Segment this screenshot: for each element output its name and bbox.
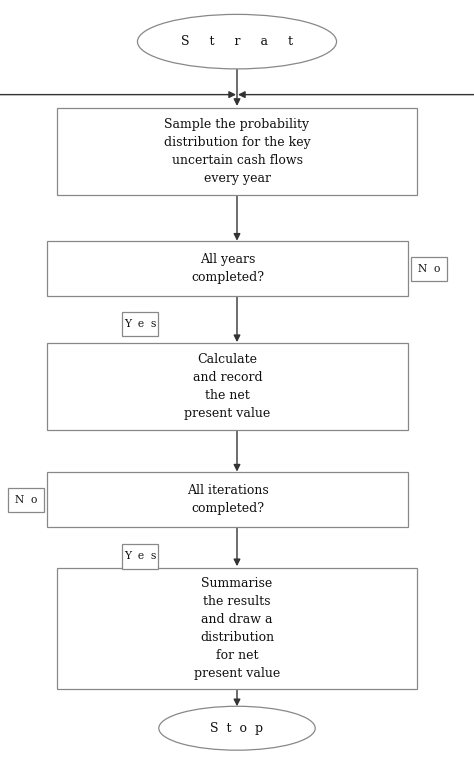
Text: Calculate
and record
the net
present value: Calculate and record the net present val… bbox=[184, 353, 271, 419]
Text: All years
completed?: All years completed? bbox=[191, 254, 264, 284]
FancyBboxPatch shape bbox=[122, 544, 157, 569]
Text: S  t  o  p: S t o p bbox=[210, 721, 264, 735]
Text: N  o: N o bbox=[418, 263, 440, 274]
Ellipse shape bbox=[159, 706, 315, 750]
FancyBboxPatch shape bbox=[122, 312, 157, 336]
Text: N  o: N o bbox=[15, 494, 37, 505]
Ellipse shape bbox=[137, 14, 337, 69]
FancyBboxPatch shape bbox=[8, 488, 44, 512]
Text: Y  e  s: Y e s bbox=[124, 319, 156, 329]
Text: S     t     r     a     t: S t r a t bbox=[181, 35, 293, 48]
FancyBboxPatch shape bbox=[47, 342, 408, 430]
FancyBboxPatch shape bbox=[47, 472, 408, 527]
Text: Y  e  s: Y e s bbox=[124, 551, 156, 562]
FancyBboxPatch shape bbox=[47, 241, 408, 296]
Text: Summarise
the results
and draw a
distribution
for net
present value: Summarise the results and draw a distrib… bbox=[194, 577, 280, 680]
FancyBboxPatch shape bbox=[57, 568, 417, 689]
FancyBboxPatch shape bbox=[57, 107, 417, 195]
FancyBboxPatch shape bbox=[411, 257, 447, 281]
Text: All iterations
completed?: All iterations completed? bbox=[187, 484, 268, 515]
Text: Sample the probability
distribution for the key
uncertain cash flows
every year: Sample the probability distribution for … bbox=[164, 118, 310, 185]
